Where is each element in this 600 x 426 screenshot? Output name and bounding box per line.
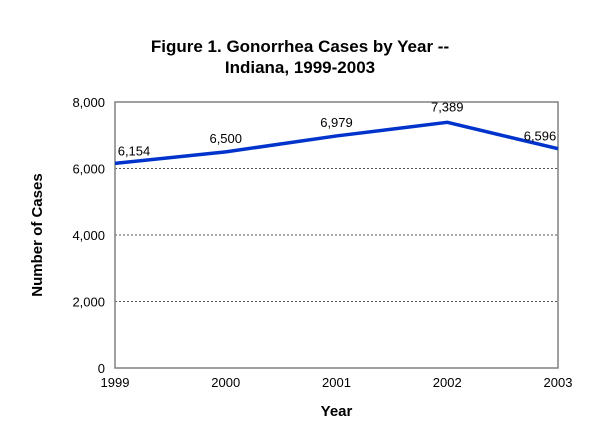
- chart-title: Figure 1. Gonorrhea Cases by Year -- Ind…: [0, 36, 600, 78]
- data-label: 6,596: [524, 129, 557, 144]
- data-label: 7,389: [431, 99, 464, 114]
- data-labels: 6,154 6,500 6,979 7,389 6,596: [118, 99, 557, 158]
- y-tick-label: 8,000: [72, 95, 105, 110]
- y-axis-label: Number of Cases: [29, 173, 46, 296]
- x-axis-label: Year: [321, 403, 353, 420]
- x-tick-label: 2002: [433, 375, 462, 390]
- series-line: [114, 120, 559, 166]
- y-tick-label: 2,000: [72, 295, 105, 310]
- plot-area: [114, 101, 559, 369]
- y-axis-ticks: 0 2,000 4,000 6,000 8,000: [72, 95, 105, 376]
- chart-title-line2: Indiana, 1999-2003: [224, 58, 376, 77]
- data-label: 6,154: [118, 143, 151, 158]
- x-axis-ticks: 1999 2000 2001 2002 2003: [101, 375, 573, 390]
- gridlines: [115, 168, 558, 302]
- x-tick-label: 2003: [544, 375, 573, 390]
- x-tick-label: 2000: [211, 375, 240, 390]
- data-label: 6,979: [320, 115, 353, 130]
- data-label: 6,500: [209, 131, 242, 146]
- chart-title-line1: Figure 1. Gonorrhea Cases by Year --: [150, 37, 450, 56]
- x-tick-label: 1999: [101, 375, 130, 390]
- y-tick-label: 4,000: [72, 228, 105, 243]
- y-tick-label: 6,000: [72, 162, 105, 177]
- x-tick-label: 2001: [322, 375, 351, 390]
- y-tick-label: 0: [98, 361, 105, 376]
